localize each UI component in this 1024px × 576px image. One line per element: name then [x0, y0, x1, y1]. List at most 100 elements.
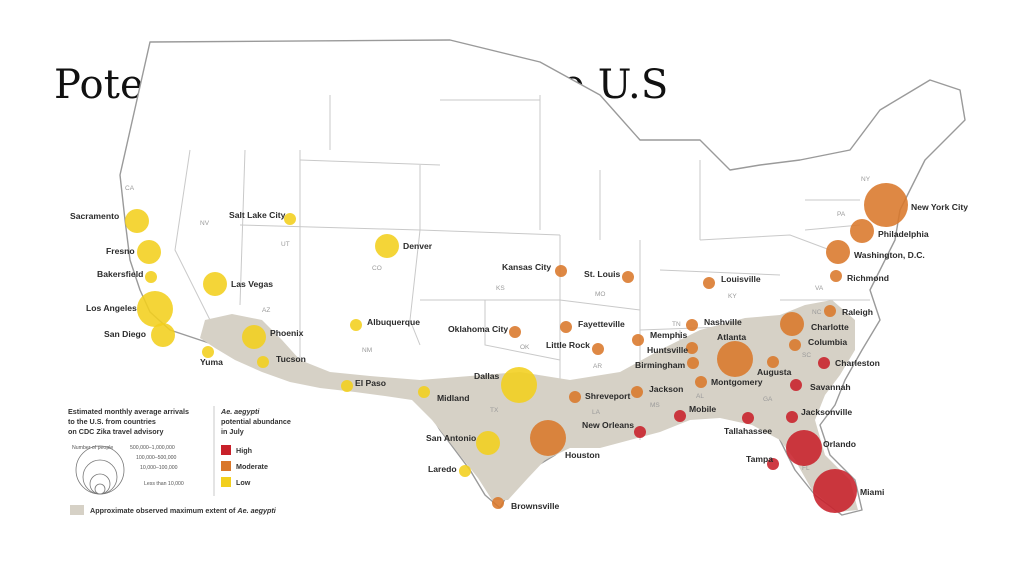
- city-label-dallas: Dallas: [474, 371, 500, 381]
- state-abbr-ky: KY: [728, 293, 737, 300]
- city-label-albuquerque: Albuquerque: [367, 317, 420, 327]
- city-bubble-kansas-city: [555, 265, 567, 277]
- city-label-fresno: Fresno: [106, 246, 135, 256]
- city-bubble-atlanta: [717, 341, 753, 377]
- city-bubble-new-orleans: [634, 426, 646, 438]
- city-bubble-laredo: [459, 465, 471, 477]
- state-abbr-ny: NY: [861, 176, 871, 183]
- city-bubble-louisville: [703, 277, 715, 289]
- city-label-jacksonville: Jacksonville: [801, 407, 852, 417]
- legend-extent-label: Approximate observed maximum extent of A…: [90, 506, 277, 515]
- city-bubble-augusta: [767, 356, 779, 368]
- city-bubble-miami: [813, 469, 857, 513]
- state-abbr-la: LA: [592, 409, 601, 416]
- city-label-louisville: Louisville: [721, 274, 761, 284]
- legend-size-circles: [75, 445, 125, 495]
- city-bubble-jackson: [631, 386, 643, 398]
- city-label-las-vegas: Las Vegas: [231, 279, 273, 289]
- city-bubble-midland: [418, 386, 430, 398]
- city-bubble-salt-lake-city: [284, 213, 296, 225]
- city-label-charlotte: Charlotte: [811, 322, 849, 332]
- city-bubble-raleigh: [824, 305, 836, 317]
- state-abbr-nv: NV: [200, 220, 210, 227]
- city-bubble-jacksonville: [786, 411, 798, 423]
- city-bubble-brownsville: [492, 497, 504, 509]
- city-bubble-montgomery: [695, 376, 707, 388]
- city-bubbles: [125, 183, 908, 513]
- city-label-philadelphia: Philadelphia: [878, 229, 929, 239]
- state-abbr-ar: AR: [593, 363, 602, 370]
- state-abbreviations: CA NV UT AZ CO NM TX KS OK MO AR LA MS TN AL GA SC NC KY VA…: [125, 176, 871, 472]
- state-abbr-az: AZ: [262, 307, 270, 314]
- legend-size-4: Less than 10,000: [144, 481, 184, 487]
- city-label-laredo: Laredo: [428, 464, 457, 474]
- city-label-sacramento: Sacramento: [70, 211, 119, 221]
- city-bubble-huntsville: [686, 342, 698, 354]
- legend-swatch-high: [221, 445, 231, 455]
- legend-arrivals-line-2: to the U.S. from countries: [68, 417, 156, 426]
- city-label-augusta: Augusta: [757, 367, 792, 377]
- legend-abundance-line-2: potential abundance: [221, 417, 291, 426]
- city-bubble-charlotte: [780, 312, 804, 336]
- state-abbr-al: AL: [696, 393, 704, 400]
- city-label-houston: Houston: [565, 450, 600, 460]
- city-label-little-rock: Little Rock: [546, 340, 590, 350]
- legend-circle-xl: [75, 445, 125, 495]
- state-abbr-ca: CA: [125, 185, 135, 192]
- state-abbr-fl: FL: [802, 465, 810, 472]
- city-label-brownsville: Brownsville: [511, 501, 559, 511]
- city-bubble-el-paso: [341, 380, 353, 392]
- city-bubble-san-diego: [151, 323, 175, 347]
- city-bubble-philadelphia: [850, 219, 874, 243]
- legend-circle-s: [94, 483, 106, 495]
- legend-level-moderate: Moderate: [236, 462, 268, 471]
- state-abbr-ga: GA: [763, 396, 773, 403]
- state-abbr-nm: NM: [362, 347, 372, 354]
- city-label-atlanta: Atlanta: [717, 332, 746, 342]
- city-bubble-dallas: [501, 367, 537, 403]
- legend-number-of-people: Number of people: [72, 445, 113, 451]
- legend-size-2: 100,000–500,000: [136, 455, 177, 461]
- city-label-orlando: Orlando: [823, 439, 856, 449]
- city-label-tampa: Tampa: [746, 454, 773, 464]
- state-abbr-ms: MS: [650, 402, 660, 409]
- city-bubble-savannah: [790, 379, 802, 391]
- city-label-san-antonio: San Antonio: [426, 433, 476, 443]
- state-abbr-sc: SC: [802, 352, 811, 359]
- city-label-bakersfield: Bakersfield: [97, 269, 143, 279]
- legend-size-3: 10,000–100,000: [140, 465, 178, 471]
- city-label-shreveport: Shreveport: [585, 391, 631, 401]
- city-label-charleston: Charleston: [835, 358, 880, 368]
- city-bubble-yuma: [202, 346, 214, 358]
- city-label-new-york-city: New York City: [911, 202, 968, 212]
- city-label-san-diego: San Diego: [104, 329, 146, 339]
- city-label-el-paso: El Paso: [355, 378, 386, 388]
- city-labels: Sacramento Fresno Bakersfield Los Angeles Sa…: [70, 202, 968, 511]
- legend-level-low: Low: [236, 478, 251, 487]
- city-bubble-new-york-city: [864, 183, 908, 227]
- legend-swatch-extent: [70, 505, 84, 515]
- state-abbr-tn: TN: [672, 321, 681, 328]
- legend: Estimated monthly average arrivals to th…: [68, 406, 291, 515]
- city-label-phoenix: Phoenix: [270, 328, 304, 338]
- city-label-mobile: Mobile: [689, 404, 716, 414]
- legend-arrivals-line-3: on CDC Zika travel advisory: [68, 427, 163, 436]
- city-bubble-fresno: [137, 240, 161, 264]
- city-label-fayetteville: Fayetteville: [578, 319, 625, 329]
- legend-size-1: 500,000–1,000,000: [130, 445, 175, 451]
- city-bubble-tampa: [767, 458, 779, 470]
- city-label-columbia: Columbia: [808, 337, 847, 347]
- city-bubble-bakersfield: [145, 271, 157, 283]
- city-label-oklahoma-city: Oklahoma City: [448, 324, 508, 334]
- state-abbr-va: VA: [815, 285, 824, 292]
- city-bubble-houston: [530, 420, 566, 456]
- city-bubble-las-vegas: [203, 272, 227, 296]
- city-label-memphis: Memphis: [650, 330, 687, 340]
- city-bubble-denver: [375, 234, 399, 258]
- city-label-denver: Denver: [403, 241, 433, 251]
- legend-circle-l: [82, 459, 118, 495]
- city-bubble-orlando: [786, 430, 822, 466]
- legend-abundance-line-1: Ae. aegypti: [220, 407, 260, 416]
- city-bubble-st-louis: [622, 271, 634, 283]
- city-bubble-columbia: [789, 339, 801, 351]
